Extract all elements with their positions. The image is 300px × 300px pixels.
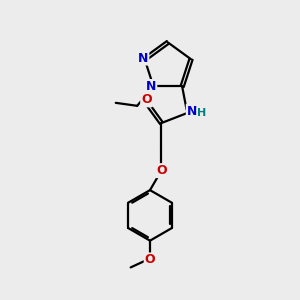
Text: H: H xyxy=(197,108,207,118)
Text: O: O xyxy=(141,93,152,106)
Text: N: N xyxy=(146,80,156,93)
Text: O: O xyxy=(156,164,167,177)
Text: N: N xyxy=(138,52,148,64)
Text: N: N xyxy=(187,105,197,118)
Text: O: O xyxy=(145,254,155,266)
